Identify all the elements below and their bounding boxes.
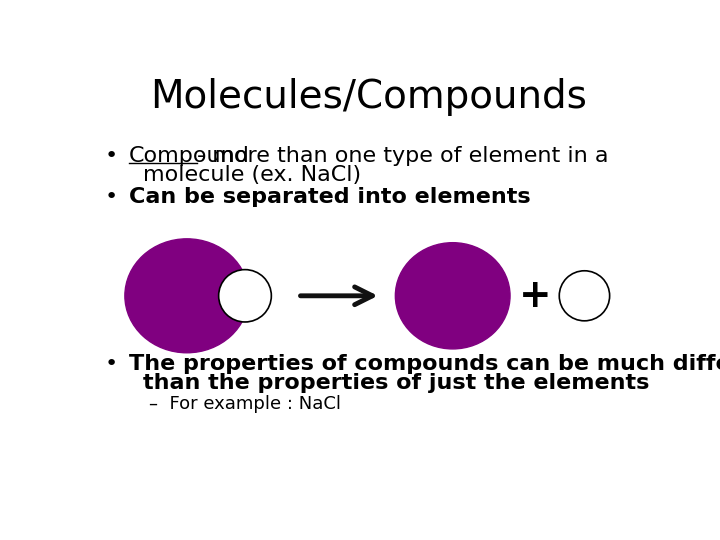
Text: Molecules/Compounds: Molecules/Compounds <box>150 78 588 116</box>
Text: •: • <box>105 146 118 166</box>
Ellipse shape <box>219 269 271 322</box>
Text: •: • <box>105 354 118 374</box>
Ellipse shape <box>395 242 510 349</box>
Ellipse shape <box>559 271 610 321</box>
Text: Compound: Compound <box>129 146 250 166</box>
Text: than the properties of just the elements: than the properties of just the elements <box>143 373 649 393</box>
Text: –  For example : NaCl: – For example : NaCl <box>149 395 341 413</box>
Text: - more than one type of element in a: - more than one type of element in a <box>197 146 608 166</box>
Text: molecule (ex. NaCl): molecule (ex. NaCl) <box>143 165 361 185</box>
Text: •: • <box>105 187 118 207</box>
Ellipse shape <box>125 239 249 353</box>
Text: +: + <box>519 277 552 315</box>
Text: The properties of compounds can be much different: The properties of compounds can be much … <box>129 354 720 374</box>
Text: Can be separated into elements: Can be separated into elements <box>129 187 531 207</box>
